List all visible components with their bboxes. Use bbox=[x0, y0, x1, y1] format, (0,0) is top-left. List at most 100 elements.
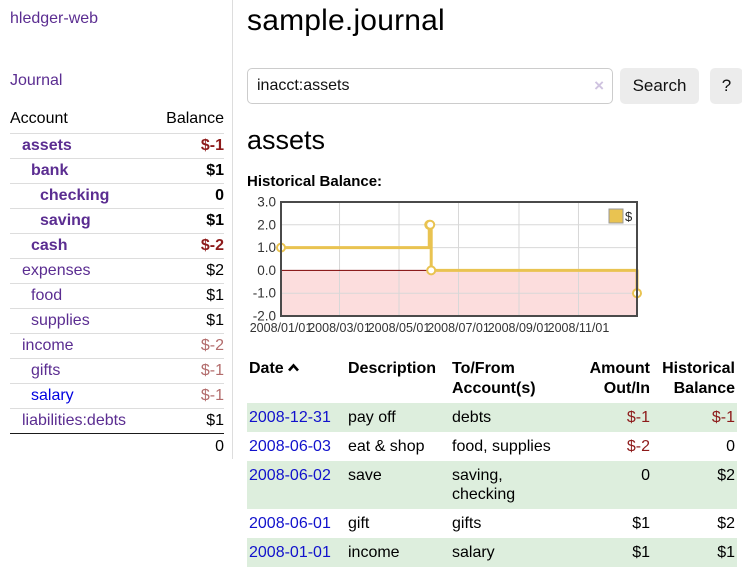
transactions-body: 2008-12-31 pay off debts $-1 $-1 2008-06-03 ea… bbox=[247, 403, 737, 567]
balance-chart-svg: $3.0 2.0 1.0 0.0 -1.0 -2.02008/01/012008/03/0… bbox=[250, 195, 642, 335]
account-link-food[interactable]: food bbox=[31, 287, 63, 304]
account-row: liabilities:debts $1 bbox=[10, 408, 224, 434]
tx-accounts: gifts bbox=[452, 515, 482, 532]
sidebar-item-journal[interactable]: Journal bbox=[10, 72, 63, 89]
account-link-supplies[interactable]: supplies bbox=[31, 312, 90, 329]
tx-balance: 0 bbox=[726, 438, 735, 455]
tx-accounts: food, supplies bbox=[452, 438, 551, 455]
accounts-total-row: 0 bbox=[10, 433, 224, 459]
account-balance: $1 bbox=[152, 158, 224, 184]
account-link-bank[interactable]: bank bbox=[31, 162, 69, 179]
tx-amount: $1 bbox=[632, 544, 650, 561]
tx-date-link[interactable]: 2008-06-02 bbox=[249, 467, 331, 484]
help-button[interactable]: ? bbox=[710, 68, 742, 104]
svg-text:0.0: 0.0 bbox=[257, 263, 276, 278]
svg-text:2008/01/01: 2008/01/01 bbox=[250, 321, 313, 335]
accounts-col-balance: Balance bbox=[152, 107, 224, 134]
account-row: gifts $-1 bbox=[10, 358, 224, 384]
col-date-label: Date bbox=[249, 360, 284, 377]
svg-text:2008/11/01: 2008/11/01 bbox=[548, 321, 610, 335]
account-balance: $-1 bbox=[152, 383, 224, 409]
account-row: checking 0 bbox=[10, 183, 224, 209]
search-button[interactable]: Search bbox=[620, 68, 699, 104]
account-balance: $-2 bbox=[152, 333, 224, 359]
account-balance: $1 bbox=[152, 408, 224, 434]
clear-search-icon[interactable]: × bbox=[594, 76, 604, 95]
col-description: Description bbox=[348, 360, 437, 377]
page-title: sample.journal bbox=[247, 4, 445, 37]
accounts-table: Account Balance assets $-1 bank $1 checking 0… bbox=[10, 107, 224, 459]
tx-balance: $2 bbox=[717, 467, 735, 484]
tx-date: 2008-12-31 bbox=[247, 403, 346, 432]
svg-text:2008/07/01: 2008/07/01 bbox=[427, 321, 490, 335]
account-balance: $-2 bbox=[152, 233, 224, 259]
account-link-checking[interactable]: checking bbox=[40, 187, 110, 204]
tx-date-link[interactable]: 2008-06-03 bbox=[249, 438, 331, 455]
tx-balance: $-1 bbox=[711, 409, 735, 426]
svg-text:-1.0: -1.0 bbox=[253, 286, 276, 301]
tx-amount: $-2 bbox=[626, 438, 650, 455]
col-amount: Amount Out/In bbox=[589, 360, 650, 397]
tx-date: 2008-06-02 bbox=[247, 461, 346, 509]
tx-accounts: debts bbox=[452, 409, 492, 426]
tx-balance: $2 bbox=[717, 515, 735, 532]
transaction-row[interactable]: 2008-06-01 gift gifts $1 $2 bbox=[247, 509, 737, 538]
tx-balance: $1 bbox=[717, 544, 735, 561]
transactions-header-row: Date Description To/From Account(s) Amou… bbox=[247, 355, 737, 403]
account-balance: $-1 bbox=[200, 137, 224, 154]
account-row: food $1 bbox=[10, 283, 224, 309]
account-link-assets[interactable]: assets bbox=[22, 137, 72, 154]
transaction-row[interactable]: 2008-06-03 eat & shop food, supplies $-2 0 bbox=[247, 432, 737, 461]
account-link-saving[interactable]: saving bbox=[40, 212, 91, 229]
transaction-row[interactable]: 2008-12-31 pay off debts $-1 $-1 bbox=[247, 403, 737, 432]
svg-text:2008/09/01: 2008/09/01 bbox=[488, 321, 551, 335]
historical-balance-chart: $3.0 2.0 1.0 0.0 -1.0 -2.0 2008/01/01 2008/03/0… bbox=[247, 195, 742, 338]
account-link-liabilities-debts[interactable]: liabilities:debts bbox=[22, 412, 127, 429]
tx-amount: $-1 bbox=[626, 409, 650, 426]
transaction-row[interactable]: 2008-01-01 income salary $1 $1 bbox=[247, 538, 737, 567]
tx-description: income bbox=[348, 544, 400, 561]
account-row: assets $-1 bbox=[10, 134, 224, 159]
account-balance: $1 bbox=[152, 208, 224, 234]
account-link-gifts[interactable]: gifts bbox=[31, 362, 61, 379]
account-link-expenses[interactable]: expenses bbox=[22, 262, 91, 279]
accounts-total-balance: 0 bbox=[152, 433, 224, 459]
svg-text:$: $ bbox=[625, 209, 633, 224]
tx-date: 2008-06-03 bbox=[247, 432, 346, 461]
account-row: expenses $2 bbox=[10, 258, 224, 284]
tx-description: gift bbox=[348, 515, 370, 532]
account-balance: $-1 bbox=[152, 358, 224, 384]
tx-date-link[interactable]: 2008-06-01 bbox=[249, 515, 331, 532]
account-link-salary[interactable]: salary bbox=[31, 387, 74, 404]
account-link-cash[interactable]: cash bbox=[31, 237, 68, 254]
tx-date-link[interactable]: 2008-01-01 bbox=[249, 544, 331, 561]
search-input[interactable] bbox=[247, 68, 613, 104]
tx-date: 2008-06-01 bbox=[247, 509, 346, 538]
accounts-table-header: Account Balance bbox=[10, 107, 224, 134]
sort-asc-icon bbox=[287, 358, 300, 378]
accounts-table-body: assets $-1 bank $1 checking 0 saving $1 cash $-2 e… bbox=[10, 134, 224, 434]
tx-description: pay off bbox=[348, 409, 396, 426]
tx-date-link[interactable]: 2008-12-31 bbox=[249, 409, 331, 426]
search-form: × Search ? bbox=[247, 68, 742, 104]
transaction-row[interactable]: 2008-06-02 save saving, checking 0 $2 bbox=[247, 461, 737, 509]
account-link-income[interactable]: income bbox=[22, 337, 74, 354]
tx-date: 2008-01-01 bbox=[247, 538, 346, 567]
transactions-table: Date Description To/From Account(s) Amou… bbox=[247, 355, 737, 567]
page: hledger-web Journal Account Balance asse… bbox=[10, 0, 742, 567]
col-accounts: To/From Account(s) bbox=[452, 360, 536, 397]
tx-accounts: saving, checking bbox=[452, 467, 516, 503]
col-date[interactable]: Date bbox=[247, 355, 346, 403]
account-balance: $1 bbox=[152, 283, 224, 309]
account-row: bank $1 bbox=[10, 158, 224, 184]
accounts-col-account: Account bbox=[10, 107, 153, 134]
tx-amount: $1 bbox=[632, 515, 650, 532]
accounts-total-spacer bbox=[10, 433, 153, 459]
tx-amount: 0 bbox=[641, 467, 650, 484]
account-row: saving $1 bbox=[10, 208, 224, 234]
svg-text:2008/03/01: 2008/03/01 bbox=[308, 321, 371, 335]
app-title-link[interactable]: hledger-web bbox=[10, 10, 99, 27]
account-balance: $2 bbox=[152, 258, 224, 284]
col-balance: Historical Balance bbox=[662, 360, 735, 397]
account-row: cash $-2 bbox=[10, 233, 224, 259]
